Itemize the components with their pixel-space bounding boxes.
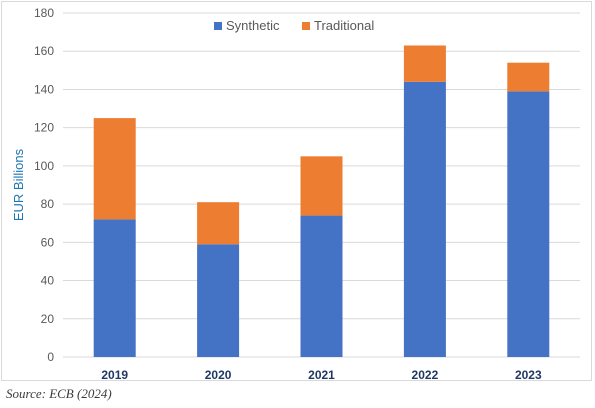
stacked-bar-chart: 0 20 40 60 80 100 120 140 160 180 EUR Billions 2019…	[11, 6, 580, 382]
y-tick-label: 40	[41, 274, 55, 288]
x-tick-label: 2021	[308, 368, 335, 382]
y-tick-label: 100	[34, 159, 54, 173]
bar-synthetic-2023	[507, 91, 550, 357]
y-tick-label: 0	[47, 350, 54, 364]
bar-synthetic-2022	[403, 81, 446, 358]
legend-swatch-traditional	[302, 22, 310, 30]
source-note: Source: ECB (2024)	[6, 386, 112, 401]
bar-traditional-2019	[93, 118, 136, 220]
bar-traditional-2022	[403, 45, 446, 82]
bar-synthetic-2019	[93, 219, 136, 357]
x-tick-label: 2019	[101, 368, 128, 382]
y-tick-label: 140	[34, 82, 54, 96]
legend-label: Synthetic	[226, 18, 280, 33]
y-tick-label: 20	[41, 312, 55, 326]
x-tick-label: 2023	[515, 368, 542, 382]
y-tick-label: 120	[34, 121, 54, 135]
x-tick-label: 2022	[412, 368, 439, 382]
y-tick-label: 180	[34, 6, 54, 20]
bar-traditional-2020	[197, 202, 240, 245]
bar-traditional-2023	[507, 62, 550, 92]
y-axis-title: EUR Billions	[11, 148, 26, 221]
legend-swatch-synthetic	[214, 22, 222, 30]
bar-synthetic-2021	[300, 215, 343, 357]
y-tick-label: 60	[41, 235, 55, 249]
x-tick-label: 2020	[205, 368, 232, 382]
bar-traditional-2021	[300, 156, 343, 216]
legend-label: Traditional	[314, 18, 374, 33]
y-tick-label: 80	[41, 197, 55, 211]
y-tick-label: 160	[34, 44, 54, 58]
bar-synthetic-2020	[197, 244, 240, 357]
